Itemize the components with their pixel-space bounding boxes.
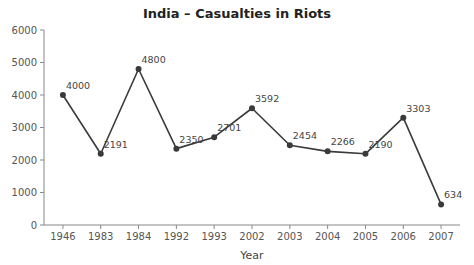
y-axis-line xyxy=(44,30,45,225)
x-tick-label: 2002 xyxy=(239,231,264,242)
data-point xyxy=(287,142,293,148)
chart-svg: India – Casualties in Riots 0 1000 2000 3000… xyxy=(0,0,474,265)
x-tick xyxy=(289,225,290,229)
y-tick xyxy=(40,127,44,128)
y-tick-label: 4000 xyxy=(12,90,37,101)
data-label: 4800 xyxy=(142,54,166,65)
data-point xyxy=(60,92,66,98)
y-tick-label: 1000 xyxy=(12,187,37,198)
y-tick xyxy=(40,30,44,31)
data-point xyxy=(249,105,255,111)
data-label: 2701 xyxy=(217,122,241,133)
x-axis-label: Year xyxy=(239,249,264,262)
data-label: 2454 xyxy=(293,130,317,141)
data-point xyxy=(325,148,331,154)
y-tick-label: 2000 xyxy=(12,155,37,166)
data-label: 2190 xyxy=(368,139,392,150)
data-label: 2191 xyxy=(104,139,128,150)
y-tick xyxy=(40,160,44,161)
x-tick xyxy=(365,225,366,229)
y-tick-label: 3000 xyxy=(12,122,37,133)
x-tick xyxy=(176,225,177,229)
x-tick-label: 1984 xyxy=(126,231,151,242)
y-tick-label: 5000 xyxy=(12,57,37,68)
data-point xyxy=(438,201,444,207)
x-tick-label: 2005 xyxy=(353,231,378,242)
x-tick-label: 1992 xyxy=(164,231,189,242)
x-tick-label: 2004 xyxy=(315,231,340,242)
plot-area xyxy=(60,66,444,207)
y-tick-label: 0 xyxy=(31,220,37,231)
x-tick xyxy=(214,225,215,229)
data-label: 2266 xyxy=(331,136,355,147)
x-tick-label: 2006 xyxy=(391,231,416,242)
x-tick xyxy=(403,225,404,229)
x-tick xyxy=(252,225,253,229)
data-label: 2350 xyxy=(179,134,203,145)
y-tick xyxy=(40,95,44,96)
x-tick-label: 2003 xyxy=(277,231,302,242)
data-label: 3303 xyxy=(406,103,430,114)
x-tick-label: 1983 xyxy=(88,231,113,242)
x-tick xyxy=(62,225,63,229)
data-point xyxy=(136,66,142,72)
x-tick-label: 1993 xyxy=(201,231,226,242)
data-label: 634 xyxy=(444,189,462,200)
x-tick xyxy=(441,225,442,229)
y-tick-label: 6000 xyxy=(12,25,37,36)
x-tick xyxy=(138,225,139,229)
x-tick-label: 2007 xyxy=(428,231,453,242)
x-tick xyxy=(327,225,328,229)
data-label: 4000 xyxy=(66,80,90,91)
data-point xyxy=(400,115,406,121)
title: India – Casualties in Riots xyxy=(143,6,331,21)
data-point xyxy=(362,151,368,157)
data-point xyxy=(211,134,217,140)
data-point xyxy=(173,146,179,152)
y-tick xyxy=(40,192,44,193)
data-line xyxy=(63,69,441,204)
chart-container: India – Casualties in Riots 0 1000 2000 3000… xyxy=(0,0,474,265)
y-tick xyxy=(40,62,44,63)
x-tick xyxy=(100,225,101,229)
data-point xyxy=(98,151,104,157)
data-label: 3592 xyxy=(255,93,279,104)
y-tick xyxy=(40,225,44,226)
x-tick-label: 1946 xyxy=(50,231,75,242)
